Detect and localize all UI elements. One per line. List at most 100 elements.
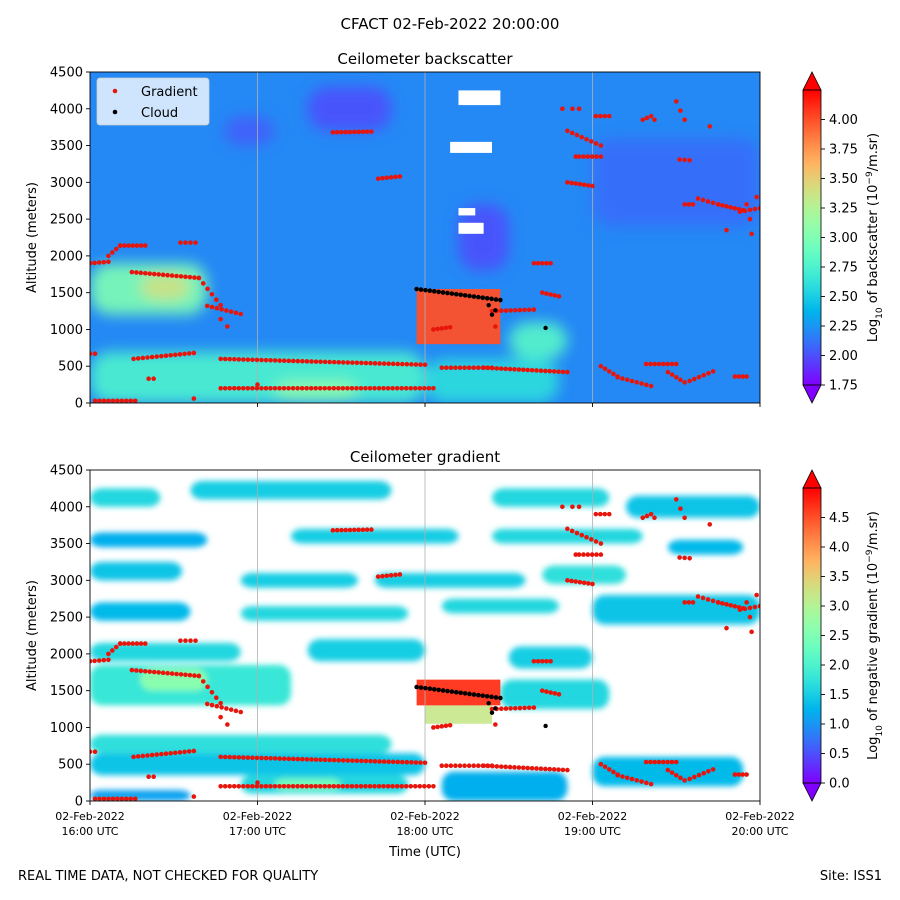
gradient-marker [169, 273, 175, 278]
gradient-marker [388, 573, 394, 578]
gradient-marker [291, 358, 296, 364]
cloud-marker [476, 294, 481, 300]
gradient-marker [634, 379, 640, 385]
y-tick-label: 4500 [50, 464, 83, 479]
gradient-marker [177, 352, 183, 357]
colorbar-tick-label: 1.5 [829, 688, 850, 703]
gradient-marker [340, 758, 346, 763]
gradient-marker [573, 154, 579, 159]
gradient-marker [431, 327, 436, 332]
gradient-marker [408, 385, 414, 391]
gradient-marker [183, 274, 188, 280]
gradient-marker [128, 796, 134, 801]
gradient-marker [598, 541, 604, 546]
gradient-marker [447, 324, 453, 330]
gradient-marker [648, 383, 654, 389]
gradient-marker [732, 374, 738, 379]
cloud-marker [436, 289, 441, 295]
gradient-marker [209, 702, 215, 708]
gradient-marker [724, 227, 729, 233]
gradient-marker [640, 117, 646, 123]
gradient-marker [106, 253, 111, 259]
gradient-marker [471, 763, 477, 768]
cloud-marker [471, 294, 477, 299]
gradient-marker [757, 205, 760, 211]
gradient-marker [343, 129, 349, 135]
gradient-marker [686, 600, 692, 605]
gradient-marker [715, 202, 721, 207]
gradient-marker [740, 374, 745, 379]
gradient-marker [556, 369, 561, 374]
gradient-marker [754, 592, 759, 598]
gradient-marker [331, 359, 337, 365]
gradient-marker [503, 764, 508, 770]
colorbar-tick-label: 1.0 [829, 718, 850, 733]
gradient-marker [522, 705, 527, 711]
gradient-marker [318, 757, 323, 763]
gradient-marker [204, 701, 210, 707]
gradient-marker [151, 271, 157, 277]
gradient-marker [522, 307, 527, 313]
gradient-marker [193, 638, 198, 643]
gradient-marker [231, 385, 237, 391]
gradient-marker [701, 372, 707, 378]
gradient-marker [669, 361, 675, 367]
gradient-marker [309, 359, 314, 364]
gradient-marker [673, 497, 679, 502]
gradient-marker [359, 758, 364, 764]
y-tick-label: 3000 [50, 574, 83, 589]
gradient-marker [188, 240, 193, 245]
gradient-marker [724, 625, 729, 631]
gradient-marker [254, 385, 260, 391]
gradient-marker [336, 783, 341, 789]
colorbar-body [803, 488, 821, 783]
gradient-marker [225, 722, 230, 727]
gradient-marker [695, 196, 701, 201]
gradient-band [90, 532, 208, 548]
gradient-marker [345, 758, 351, 763]
gradient-marker [620, 774, 625, 779]
gradient-marker [97, 796, 102, 801]
gradient-marker [146, 774, 151, 780]
gradient-marker [640, 515, 646, 521]
gradient-marker [227, 754, 233, 760]
gradient-marker [343, 527, 349, 533]
field-patch [140, 274, 191, 301]
gradient-marker [183, 638, 188, 643]
gradient-marker [92, 351, 98, 357]
gradient-marker [255, 382, 260, 387]
gradient-marker [544, 658, 549, 664]
gradient-marker [263, 357, 269, 363]
gradient-marker [178, 638, 183, 643]
gradient-marker [290, 783, 296, 789]
y-tick-label: 3500 [50, 139, 83, 154]
gradient-marker [556, 692, 562, 697]
gradient-marker [525, 765, 531, 771]
gradient-marker [159, 353, 164, 359]
colorbar-tick-label: 3.5 [829, 570, 850, 585]
chart-panel-2: 0 500 1000 1500 2000 2500 3000 3500 4000 4500 02-F… [25, 448, 885, 860]
gradient-marker [286, 783, 291, 789]
gradient-marker [648, 361, 653, 367]
cloud-marker [493, 706, 498, 711]
gradient-marker [240, 783, 246, 789]
x-tick-label-date: 02-Feb-2022 [223, 810, 292, 823]
gradient-marker [186, 351, 192, 356]
gradient-marker [218, 783, 223, 789]
gradient-marker [611, 769, 616, 775]
legend-marker [112, 88, 118, 94]
gradient-marker [356, 129, 361, 135]
gradient-marker [263, 385, 269, 391]
gradient-marker [710, 767, 716, 772]
gradient-marker [363, 360, 369, 366]
colorbar-tick-label: 0.0 [829, 777, 850, 792]
gradient-marker [439, 763, 445, 768]
gradient-marker [399, 783, 404, 789]
gradient-marker [678, 775, 683, 781]
gradient-marker [222, 356, 228, 362]
gradient-marker [218, 754, 223, 760]
gradient-marker [368, 758, 373, 764]
y-tick-label: 4500 [50, 66, 83, 81]
plot-area [90, 470, 760, 801]
gradient-marker [154, 752, 160, 757]
